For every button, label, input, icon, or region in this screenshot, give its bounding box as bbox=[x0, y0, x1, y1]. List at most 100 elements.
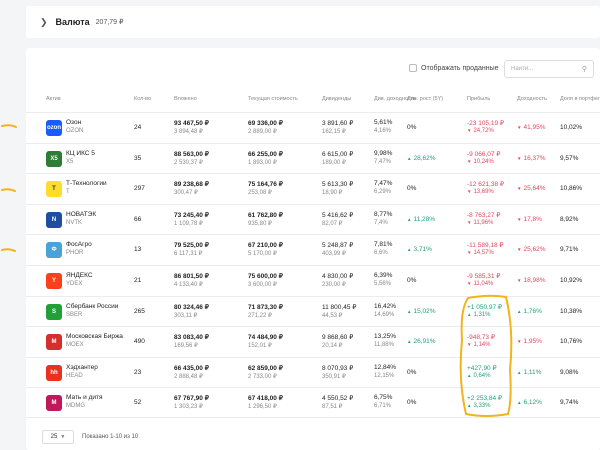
search-input[interactable] bbox=[511, 66, 581, 72]
dividend-yield: 5,61% bbox=[374, 119, 393, 126]
asset-logo: N bbox=[46, 211, 62, 228]
dividend-yield-current: 5,56% bbox=[374, 280, 392, 287]
dividends-value: 5 416,62 ₽ bbox=[322, 211, 354, 219]
portfolio-share: 8,92% bbox=[560, 215, 579, 223]
invested-value: 67 767,90 ₽ bbox=[174, 395, 209, 403]
profit-value: +2 253,84 ₽ bbox=[467, 395, 503, 403]
portfolio-share: 9,08% bbox=[560, 368, 579, 376]
quantity: 24 bbox=[134, 124, 142, 131]
invested-value: 66 435,00 ₽ bbox=[174, 364, 209, 372]
asset-ticker: SBER bbox=[66, 311, 83, 318]
current-value: 75 164,76 ₽ bbox=[248, 181, 283, 189]
highlight-dash bbox=[1, 124, 17, 128]
table-row[interactable]: M Московская Биржа MOEX 490 83 083,40 ₽ … bbox=[26, 326, 600, 357]
column-header[interactable]: Доходность bbox=[517, 96, 547, 102]
quantity: 297 bbox=[134, 185, 145, 193]
search-box[interactable]: ⚲ bbox=[504, 60, 594, 78]
invested-average: 1 303,23 ₽ bbox=[174, 404, 203, 411]
dividend-growth: 15,02% bbox=[407, 308, 435, 315]
dividend-yield-current: 6,71% bbox=[374, 403, 392, 410]
currency-bar[interactable]: ❯ Валюта 207,79 ₽ bbox=[26, 6, 600, 38]
profit-value: -9 066,07 ₽ bbox=[467, 150, 501, 158]
table-row[interactable]: М Мать и дитя MDMG 52 67 767,90 ₽ 1 303,… bbox=[26, 387, 600, 418]
current-value: 69 336,00 ₽ bbox=[248, 120, 283, 127]
profit-percent: 11,96% bbox=[467, 220, 493, 226]
asset-name[interactable]: Т-Технологии bbox=[66, 180, 107, 188]
current-unit-price: 152,01 ₽ bbox=[248, 343, 272, 350]
asset-ticker: HEAD bbox=[66, 372, 83, 379]
asset-name[interactable]: ЯНДЕКС bbox=[66, 271, 93, 279]
page-size-value: 25 bbox=[50, 434, 58, 440]
column-header[interactable]: Вложено bbox=[174, 96, 197, 102]
search-icon[interactable]: ⚲ bbox=[581, 66, 587, 73]
dividend-growth: 0% bbox=[407, 124, 417, 131]
portfolio-share: 10,92% bbox=[560, 276, 583, 284]
column-header[interactable]: Текущая стоимость bbox=[248, 96, 298, 102]
dividends-per-share: 18,90 ₽ bbox=[322, 190, 343, 197]
asset-ticker: OZON bbox=[66, 128, 84, 134]
column-header[interactable]: Доля в портфеле bbox=[560, 96, 600, 102]
asset-name[interactable]: Мать и дитя bbox=[66, 394, 103, 402]
invested-value: 93 467,50 ₽ bbox=[174, 120, 209, 127]
dividend-yield-current: 7,4% bbox=[374, 219, 388, 226]
page-size-select[interactable]: 25 ▼ bbox=[42, 430, 74, 444]
portfolio-share: 9,71% bbox=[560, 246, 579, 254]
current-unit-price: 271,22 ₽ bbox=[248, 312, 272, 319]
table-row[interactable]: Y ЯНДЕКС YDEX 21 86 801,50 ₽ 4 133,40 ₽ … bbox=[26, 264, 600, 296]
profit-value: -11 589,18 ₽ bbox=[467, 242, 504, 250]
return-percent: 25,64% bbox=[517, 185, 545, 192]
table-row[interactable]: ozon Озон OZON 24 93 467,50 ₽ 3 894,48 ₽… bbox=[26, 112, 600, 143]
asset-name[interactable]: НОВАТЭК bbox=[66, 210, 97, 218]
current-value: 71 873,30 ₽ bbox=[248, 303, 283, 311]
show-sold-toggle[interactable]: Отображать проданные bbox=[409, 64, 499, 72]
asset-ticker: MOEX bbox=[66, 342, 84, 349]
dividend-growth: 0% bbox=[407, 399, 417, 407]
current-value: 61 762,80 ₽ bbox=[248, 211, 283, 219]
column-header[interactable]: Прибыль bbox=[467, 96, 491, 102]
dividends-per-share: 189,00 ₽ bbox=[322, 159, 346, 166]
asset-name[interactable]: Хэдхантер bbox=[66, 363, 98, 371]
asset-name[interactable]: ФосАгро bbox=[66, 241, 92, 249]
quantity: 35 bbox=[134, 154, 142, 162]
asset-name[interactable]: КЦ ИКС 5 bbox=[66, 149, 95, 157]
return-percent: 18,98% bbox=[517, 277, 545, 284]
current-value: 67 210,00 ₽ bbox=[248, 242, 283, 250]
asset-name[interactable]: Сбербанк России bbox=[66, 302, 119, 310]
table-row[interactable]: S Сбербанк России SBER 265 80 324,46 ₽ 3… bbox=[26, 295, 600, 327]
invested-average: 6 117,31 ₽ bbox=[174, 251, 203, 258]
column-header[interactable]: Актив bbox=[46, 96, 61, 102]
highlight-dash bbox=[1, 248, 16, 252]
dividend-growth: 11,28% bbox=[407, 216, 435, 223]
column-header[interactable]: Див. рост (5Y) bbox=[407, 96, 444, 102]
profit-value: -948,73 ₽ bbox=[467, 334, 495, 342]
table-row[interactable]: N НОВАТЭК NVTK 66 73 245,40 ₽ 1 109,78 ₽… bbox=[26, 203, 600, 235]
table-row[interactable]: T Т-Технологии T 297 89 238,68 ₽ 300,47 … bbox=[26, 173, 600, 204]
asset-logo: S bbox=[46, 303, 62, 320]
current-value: 75 600,00 ₽ bbox=[248, 272, 283, 280]
column-header[interactable]: Кол-во bbox=[134, 96, 152, 102]
asset-name[interactable]: Московская Биржа bbox=[66, 333, 123, 341]
asset-logo: ozon bbox=[46, 120, 62, 136]
show-sold-checkbox[interactable] bbox=[409, 64, 417, 72]
current-unit-price: 1 296,50 ₽ bbox=[248, 404, 277, 411]
asset-name[interactable]: Озон bbox=[66, 119, 82, 126]
table-row[interactable]: X5 КЦ ИКС 5 X5 35 88 563,00 ₽ 2 530,37 ₽… bbox=[26, 142, 600, 174]
column-header[interactable]: Див. доходность bbox=[374, 96, 417, 102]
dividend-yield-current: 14,69% bbox=[374, 311, 395, 318]
asset-ticker: T bbox=[66, 189, 70, 196]
dividends-per-share: 403,99 ₽ bbox=[322, 251, 346, 258]
invested-average: 2 888,48 ₽ bbox=[174, 373, 203, 380]
table-row[interactable]: Ф ФосАгро PHOR 13 79 525,00 ₽ 6 117,31 ₽… bbox=[26, 234, 600, 265]
column-header[interactable]: Дивиденды bbox=[322, 96, 352, 102]
invested-average: 1 109,78 ₽ bbox=[174, 220, 203, 227]
chevron-right-icon[interactable]: ❯ bbox=[40, 16, 48, 27]
dividend-yield-current: 6,6% bbox=[374, 250, 388, 257]
dividend-yield-current: 4,16% bbox=[374, 128, 392, 134]
dividends-value: 3 891,60 ₽ bbox=[322, 120, 354, 127]
dividends-value: 9 868,60 ₽ bbox=[322, 334, 354, 342]
dividend-yield-current: 11,88% bbox=[374, 342, 394, 349]
current-unit-price: 2 889,00 ₽ bbox=[248, 129, 277, 135]
asset-logo: Y bbox=[46, 272, 62, 289]
table-row[interactable]: hh Хэдхантер HEAD 23 66 435,00 ₽ 2 888,4… bbox=[26, 356, 600, 388]
return-percent: 1,76% bbox=[517, 308, 541, 315]
